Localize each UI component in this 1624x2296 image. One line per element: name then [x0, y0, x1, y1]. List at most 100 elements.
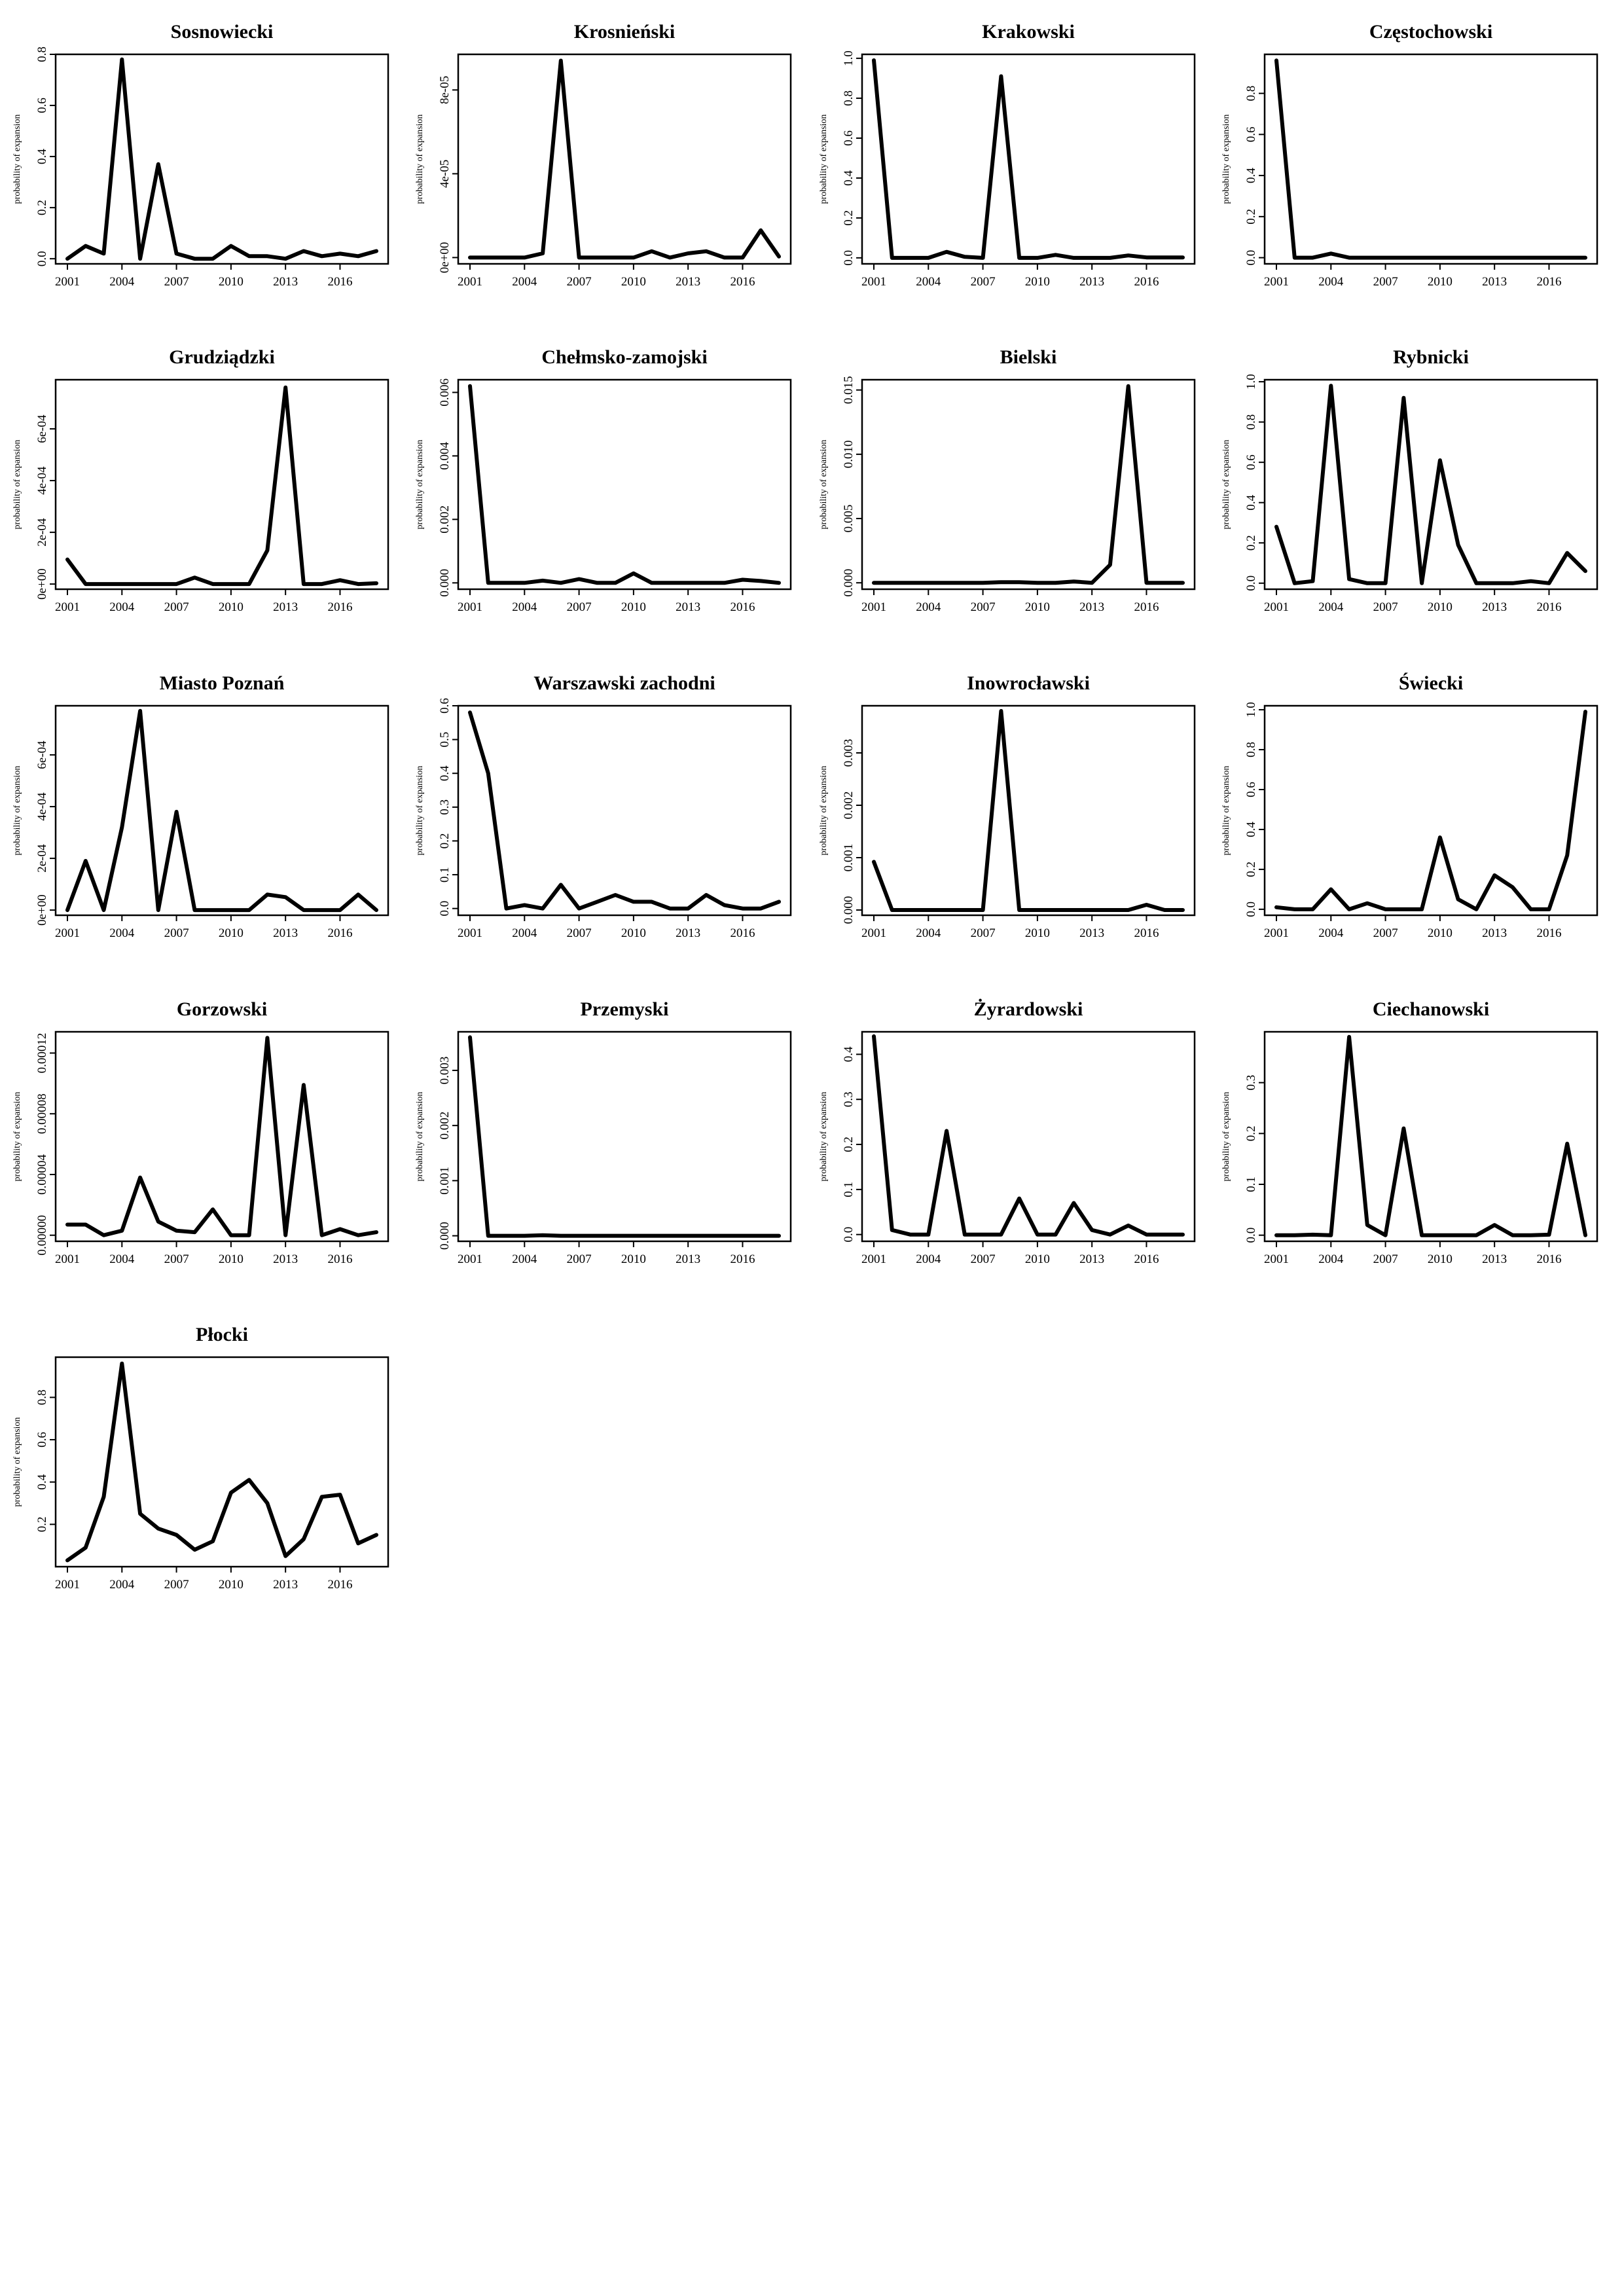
plot-frame [861, 378, 1196, 591]
x-tick-label: 2004 [916, 275, 941, 289]
y-tick-label: 0e+00 [35, 568, 49, 600]
series-line [65, 1361, 378, 1563]
panel-15: Żyrardowski 2001 2004 2007 2010 2013 2016 0.0 0.… [819, 998, 1196, 1266]
x-tick-label: 2016 [1536, 1252, 1561, 1266]
y-tick-label: 2e-04 [35, 844, 49, 873]
plot-frame [54, 1356, 389, 1568]
x-tick-label: 2010 [219, 275, 244, 289]
y-tick-label: 0.8 [842, 90, 856, 106]
series-line [1274, 1034, 1587, 1237]
panel-10: Warszawski zachodni 2001 2004 2007 2010 2013 2… [415, 672, 792, 940]
y-tick-label: 0.4 [1244, 168, 1258, 183]
series-line [65, 1036, 378, 1237]
x-tick-label: 2007 [164, 1252, 189, 1266]
y-tick-label: 0.2 [1244, 1125, 1258, 1141]
y-tick-label: 0.0 [842, 250, 856, 266]
y-axis-label: probability of expansion [12, 1417, 22, 1507]
y-tick-label: 0.010 [842, 440, 856, 468]
y-tick-label: 0.6 [1244, 126, 1258, 142]
y-tick-label: 8e-05 [438, 76, 452, 104]
y-tick-label: 0.2 [35, 200, 49, 215]
y-axis-label: probability of expansion [819, 115, 829, 204]
x-tick-label: 2004 [916, 926, 941, 940]
y-tick-label: 1.0 [1244, 702, 1258, 718]
panel-2: Krosnieński 2001 2004 2007 2010 2013 2016 0e+00… [415, 21, 792, 289]
panel-11: Inowrocławski 2001 2004 2007 2010 2013 2016 0.0… [819, 672, 1196, 940]
x-tick-label: 2016 [327, 1252, 352, 1266]
y-tick-label: 0.6 [1244, 782, 1258, 797]
y-tick-label: 0.00004 [35, 1154, 49, 1195]
plot-frame [861, 704, 1196, 917]
y-tick-label: 0.4 [842, 170, 856, 186]
y-tick-label: 0.002 [438, 505, 452, 534]
x-tick-label: 2016 [1134, 1252, 1159, 1266]
x-tick-label: 2004 [916, 600, 941, 614]
x-tick-label: 2007 [164, 600, 189, 614]
x-tick-label: 2001 [1264, 600, 1289, 614]
series-line [1274, 384, 1587, 585]
panel-title: Ciechanowski [1373, 998, 1489, 1020]
y-tick-label: 2e-04 [35, 518, 49, 547]
panel-title: Przemyski [581, 998, 669, 1020]
x-tick-label: 2016 [730, 1252, 755, 1266]
series-line [65, 385, 378, 587]
x-tick-label: 2010 [219, 1578, 244, 1592]
panel-1: Sosnowiecki 2001 2004 2007 2010 2013 2016 0.0 0.… [12, 21, 389, 289]
x-tick-label: 2016 [1134, 600, 1159, 614]
series-line [65, 708, 378, 913]
y-axis-label: probability of expansion [1221, 766, 1231, 856]
panel-title: Chełmsko-zamojski [541, 346, 707, 368]
x-tick-label: 2013 [1079, 926, 1104, 940]
y-tick-label: 0.4 [438, 765, 452, 781]
x-tick-label: 2001 [55, 1252, 80, 1266]
x-tick-label: 2004 [109, 1252, 135, 1266]
x-tick-label: 2007 [567, 275, 592, 289]
y-tick-label: 0e+00 [35, 894, 49, 926]
x-tick-label: 2013 [676, 600, 700, 614]
series-line [468, 58, 781, 260]
panel-9: Miasto Poznań 2001 2004 2007 2010 2013 2016 0e+… [12, 672, 389, 940]
x-tick-label: 2004 [512, 275, 537, 289]
y-tick-label: 0.006 [438, 378, 452, 407]
series-line [872, 1034, 1185, 1237]
x-tick-label: 2004 [1318, 926, 1344, 940]
y-tick-label: 0.000 [438, 569, 452, 597]
y-tick-label: 0.6 [1244, 454, 1258, 470]
y-tick-label: 0.000 [842, 896, 856, 924]
x-tick-label: 2007 [567, 600, 592, 614]
plot-frame [457, 704, 792, 917]
x-tick-label: 2001 [55, 600, 80, 614]
y-tick-label: 0.8 [35, 1390, 49, 1406]
y-tick-label: 0.6 [438, 698, 452, 714]
x-tick-label: 2004 [109, 275, 135, 289]
y-tick-label: 0.0 [438, 901, 452, 917]
x-tick-label: 2010 [1428, 1252, 1453, 1266]
panel-16: Ciechanowski 2001 2004 2007 2010 2013 2016 0.0 0… [1221, 998, 1598, 1266]
y-tick-label: 1.0 [1244, 374, 1258, 390]
panel-14: Przemyski 2001 2004 2007 2010 2013 2016 0.000 0.… [415, 998, 792, 1266]
y-tick-label: 0.00000 [35, 1215, 49, 1256]
x-tick-label: 2016 [327, 926, 352, 940]
x-tick-label: 2007 [971, 275, 996, 289]
x-tick-label: 2010 [1025, 926, 1050, 940]
plot-frame [1263, 1030, 1598, 1243]
y-tick-label: 6e-04 [35, 414, 49, 443]
series-line [872, 384, 1185, 585]
y-axis-label: probability of expansion [12, 440, 22, 530]
y-axis-label: probability of expansion [1221, 1092, 1231, 1182]
y-tick-label: 0.001 [438, 1167, 452, 1195]
panel-title: Inowrocławski [967, 672, 1090, 694]
y-tick-label: 0.5 [438, 732, 452, 748]
x-tick-label: 2007 [164, 1578, 189, 1592]
x-tick-label: 2013 [273, 1252, 298, 1266]
x-tick-label: 2007 [971, 600, 996, 614]
y-tick-label: 0.003 [438, 1057, 452, 1085]
x-tick-label: 2001 [861, 1252, 886, 1266]
x-tick-label: 2013 [273, 926, 298, 940]
plot-frame [54, 704, 389, 917]
y-tick-label: 0.2 [842, 1137, 856, 1152]
plot-frame [457, 53, 792, 265]
y-tick-label: 0.2 [1244, 535, 1258, 551]
y-axis-label: probability of expansion [819, 1092, 829, 1182]
x-tick-label: 2004 [109, 600, 135, 614]
